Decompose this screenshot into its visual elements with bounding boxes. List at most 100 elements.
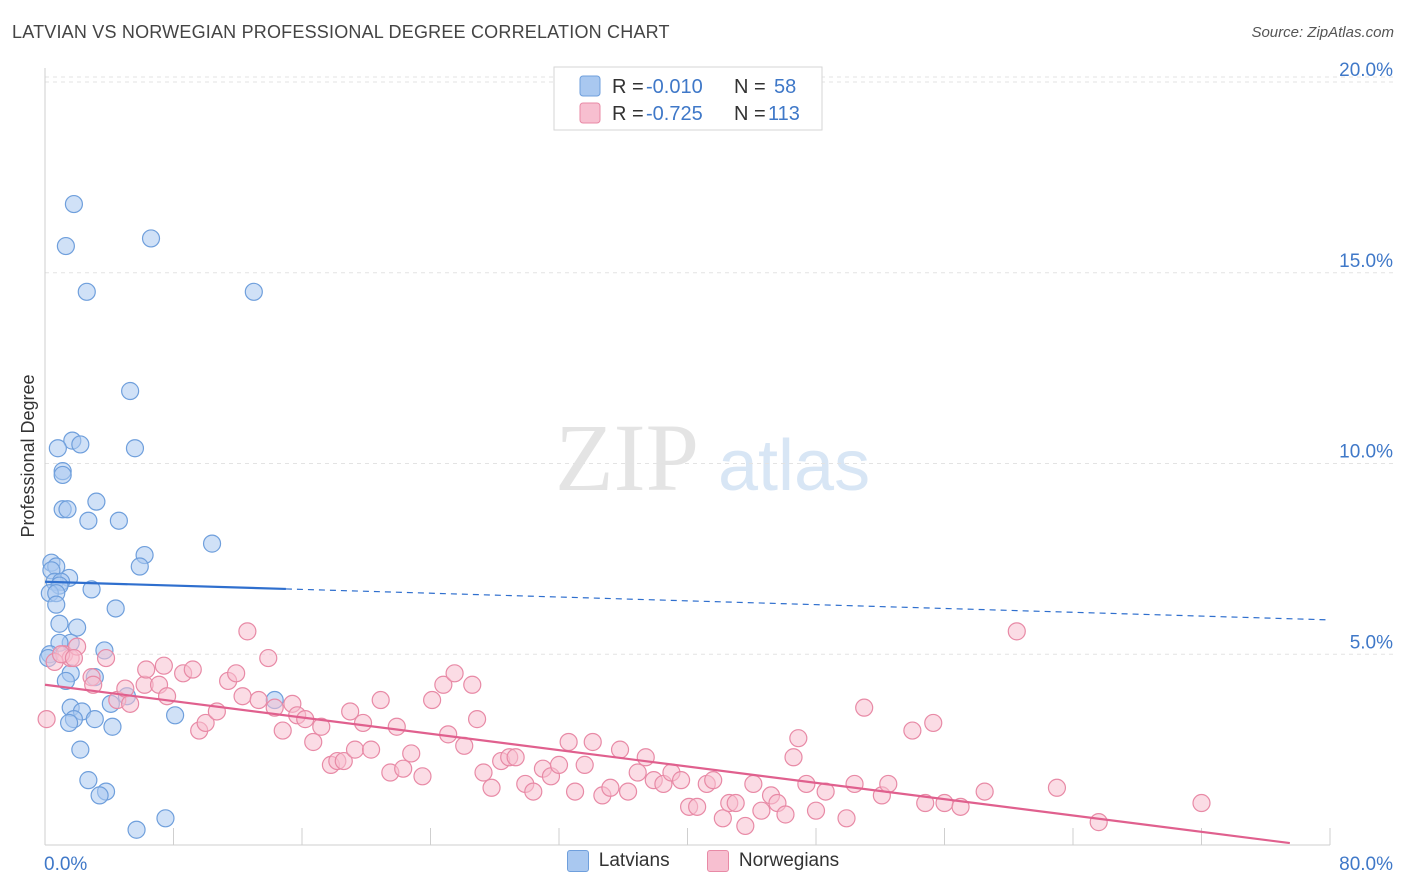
latvian-point-51: [71, 740, 90, 759]
trend-line-latvians: [44, 580, 286, 591]
watermark: ZIP atlas: [555, 404, 870, 511]
latvian-point-0: [64, 194, 84, 214]
y-tick-label-5: 5.0%: [1350, 632, 1393, 653]
norwegian-point-106: [1007, 622, 1026, 641]
norwegian-point-71: [628, 763, 647, 782]
legend-n-label-latvians: N =: [734, 76, 766, 98]
norwegian-point-72: [636, 748, 655, 767]
norwegian-point-35: [334, 751, 353, 771]
legend-label-latvians: Latvians: [598, 850, 670, 871]
norwegian-point-69: [610, 740, 630, 759]
legend-n-value-latvians: 58: [774, 76, 796, 98]
norwegian-point-95: [837, 809, 856, 828]
norwegian-point-40: [371, 690, 390, 710]
norwegian-point-47: [434, 675, 453, 694]
norwegian-point-66: [583, 732, 602, 752]
norwegian-point-96: [845, 774, 864, 794]
norwegian-point-107: [1047, 778, 1067, 797]
series-legend: Latvians Norwegians: [0, 850, 1406, 878]
norwegian-point-105: [975, 782, 994, 801]
source-label: Source: ZipAtlas.com: [1251, 24, 1394, 41]
y-tick-label-20: 20.0%: [1339, 60, 1393, 81]
legend-r-label-norwegians: R =: [612, 103, 644, 125]
latvian-point-5: [121, 381, 140, 401]
legend-swatch-latvians: [579, 75, 601, 97]
norwegian-point-80: [704, 771, 723, 790]
latvian-point-12: [87, 492, 106, 511]
norwegian-point-39: [361, 740, 381, 759]
gridlines: [45, 76, 1395, 655]
norwegian-point-24: [249, 690, 268, 710]
norwegian-point-59: [524, 782, 543, 801]
legend-n-label-norwegians: N =: [734, 103, 766, 125]
norwegian-point-36: [341, 702, 360, 721]
norwegian-point-54: [482, 778, 501, 797]
norwegian-point-44: [402, 744, 421, 763]
norwegian-point-64: [565, 782, 585, 801]
norwegian-point-6: [84, 675, 103, 694]
norwegian-point-76: [671, 771, 691, 790]
norwegian-point-63: [559, 732, 578, 752]
latvian-point-33: [68, 618, 87, 637]
norwegian-point-43: [394, 759, 413, 778]
latvian-point-4: [244, 282, 263, 301]
norwegian-point-31: [304, 732, 323, 752]
latvian-point-32: [50, 614, 69, 633]
latvian-point-1: [56, 236, 75, 256]
norwegian-point-65: [575, 755, 594, 774]
latvian-point-52: [79, 771, 98, 790]
legend-r-value-norwegians: -0.725: [646, 103, 703, 125]
norwegian-point-49: [445, 664, 464, 683]
norwegian-point-18: [196, 713, 215, 733]
norwegian-point-100: [903, 721, 922, 740]
norwegian-point-91: [789, 729, 808, 748]
latvian-point-50: [103, 717, 122, 736]
norwegian-point-83: [726, 793, 745, 813]
tick-labels: 5.0% 10.0% 15.0% 20.0% 0.0% 80.0%: [44, 60, 1393, 875]
latvian-point-2: [141, 229, 161, 248]
norwegian-point-57: [506, 748, 525, 767]
axes: [44, 68, 1331, 846]
latvian-point-3: [77, 282, 96, 301]
norwegian-point-4: [96, 648, 116, 668]
legend-r-value-latvians: -0.010: [646, 76, 703, 98]
norwegian-point-16: [183, 660, 202, 679]
norwegians-points: [37, 622, 1211, 836]
trend-lines: [44, 580, 1331, 845]
chart-title: LATVIAN VS NORWEGIAN PROFESSIONAL DEGREE…: [12, 22, 670, 42]
latvian-point-27: [82, 580, 101, 599]
norwegian-point-99: [879, 774, 898, 794]
norwegian-point-32: [312, 717, 331, 736]
norwegian-point-26: [265, 698, 284, 717]
y-tick-label-10: 10.0%: [1339, 442, 1393, 463]
norwegian-point-112: [64, 648, 84, 668]
watermark-zip: ZIP: [555, 404, 699, 511]
latvians-points: [39, 194, 284, 839]
y-axis-title: Professional Degree: [18, 374, 38, 537]
norwegian-point-38: [353, 713, 373, 733]
norwegian-point-92: [797, 774, 816, 794]
norwegian-point-85: [744, 774, 763, 794]
legend-label-norwegians: Norwegians: [738, 850, 840, 871]
latvian-point-16: [109, 511, 128, 530]
latvian-point-49: [59, 713, 79, 733]
trend-line-dashed-latvians: [285, 588, 1331, 621]
norwegian-point-37: [345, 740, 365, 759]
latvian-point-8: [71, 435, 90, 454]
norwegian-point-0: [37, 710, 56, 729]
norwegian-point-78: [688, 797, 707, 816]
norwegian-point-84: [736, 816, 755, 836]
norwegian-point-70: [618, 782, 638, 801]
latvian-point-14: [58, 500, 77, 519]
stats-legend: R = -0.010 N = 58 R = -0.725 N = 113: [553, 66, 823, 131]
norwegian-point-11: [137, 660, 156, 679]
legend-swatch-norwegians-bottom: [706, 850, 729, 872]
norwegian-point-102: [924, 713, 943, 733]
legend-swatch-norwegians: [579, 102, 601, 124]
norwegian-point-42: [387, 717, 406, 736]
norwegian-point-108: [1089, 813, 1108, 832]
x-tick-label-min: 0.0%: [44, 854, 87, 875]
latvian-point-56: [127, 820, 146, 839]
latvian-point-54: [90, 786, 109, 805]
